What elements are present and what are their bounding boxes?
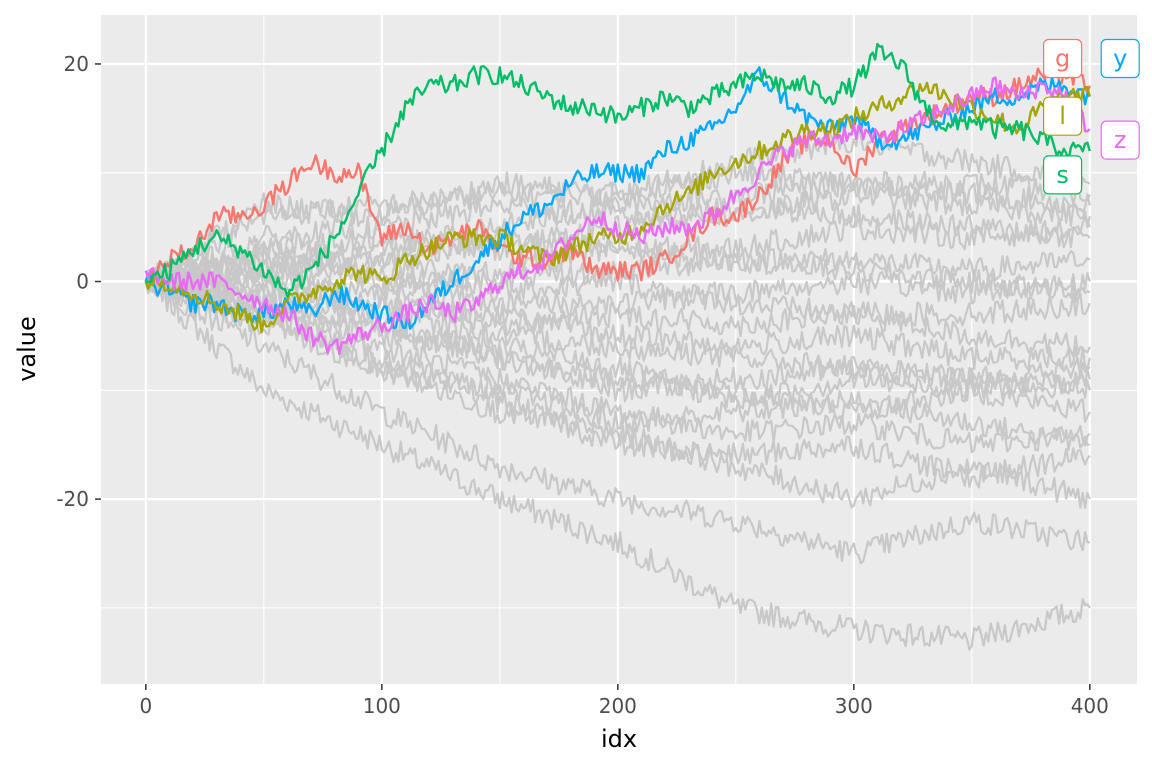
y-tick-label: 20 — [64, 52, 89, 76]
x-tick-label: 300 — [835, 694, 873, 718]
series-label-s: s — [1043, 155, 1083, 195]
x-tick-label: 400 — [1071, 694, 1109, 718]
series-label-text: g — [1055, 45, 1070, 73]
y-tick-label: 0 — [76, 270, 89, 294]
background-series-line — [144, 280, 1090, 565]
background-series-line — [144, 278, 1091, 510]
x-tick-label: 200 — [599, 694, 637, 718]
series-labels: g y l z s — [1043, 38, 1140, 195]
x-axis: 0 100 200 300 400 — [139, 684, 1109, 718]
series-label-l: l — [1043, 96, 1083, 136]
series-label-z: z — [1100, 120, 1140, 160]
series-label-box — [1100, 38, 1140, 79]
y-tick-label: -20 — [56, 487, 89, 511]
y-axis: -20 0 20 — [56, 52, 101, 511]
series-label-text: y — [1113, 45, 1127, 73]
series-line-s — [145, 42, 1091, 298]
background-series-line — [144, 274, 1091, 403]
x-tick-label: 100 — [363, 694, 401, 718]
series-label-box — [1100, 120, 1140, 160]
series-label-box — [1043, 38, 1083, 79]
series-label-g: g — [1043, 38, 1083, 79]
x-tick-label: 0 — [139, 694, 152, 718]
x-axis-title: idx — [601, 725, 637, 753]
y-axis-title: value — [13, 316, 41, 382]
background-series-line — [144, 128, 1091, 282]
series-label-box — [1043, 96, 1083, 136]
background-series-line — [144, 277, 1090, 451]
series-label-y: y — [1100, 38, 1140, 79]
series-line-l — [144, 81, 1091, 334]
series-label-text: z — [1114, 126, 1127, 154]
background-series-group — [144, 128, 1091, 651]
series-label-text: l — [1059, 102, 1066, 130]
background-series-line — [145, 277, 1091, 651]
series-line-z — [144, 76, 1091, 356]
series-label-box — [1043, 155, 1083, 195]
series-label-text: s — [1056, 161, 1069, 189]
background-series-line — [145, 197, 1091, 288]
plot-panel — [101, 15, 1137, 684]
highlighted-series-group — [144, 42, 1091, 356]
